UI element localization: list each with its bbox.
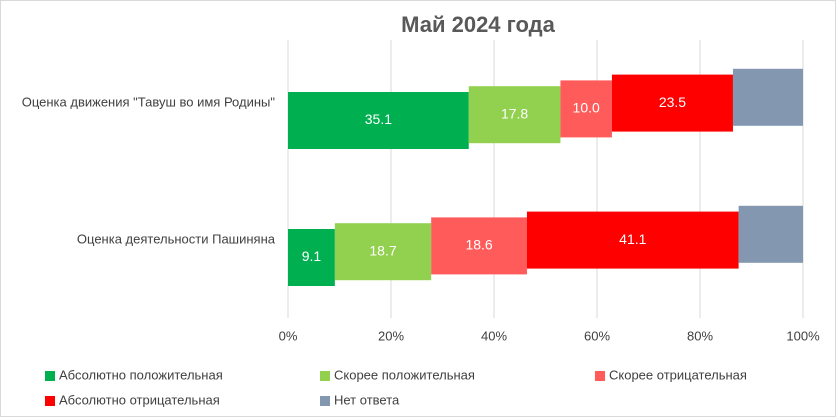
bar-segment (431, 217, 527, 275)
value-label: 9.1 (302, 248, 322, 264)
legend-label: Абсолютно положительная (59, 367, 223, 382)
value-label: 18.6 (465, 237, 492, 253)
value-label: 35.1 (365, 111, 392, 127)
bar-segment (560, 80, 612, 138)
y-tick-label: Оценка движения "Тавуш во имя Родины" (22, 94, 276, 109)
legend-label: Нет ответа (334, 392, 400, 407)
chart-title: Май 2024 года (401, 12, 556, 37)
bar-segment (732, 68, 803, 126)
value-label: 41.1 (619, 231, 646, 247)
value-label: 18.7 (369, 242, 396, 258)
bar-segment (288, 92, 469, 149)
legend-label: Абсолютно отрицательная (59, 392, 220, 407)
y-tick-label: Оценка деятельности Пашиняна (77, 231, 276, 246)
x-tick-label: 80% (687, 328, 713, 343)
legend-swatch (595, 371, 605, 381)
legend-label: Скорее отрицательная (609, 367, 747, 382)
legend-swatch (320, 371, 330, 381)
x-tick-label: 0% (279, 328, 298, 343)
bar-segment (611, 74, 733, 132)
legend-swatch (45, 371, 55, 381)
value-label: 23.5 (659, 94, 686, 110)
x-tick-label: 100% (786, 328, 820, 343)
bar-segment (738, 205, 803, 263)
legend-swatch (45, 396, 55, 406)
bar-segment (334, 223, 432, 281)
x-tick-label: 20% (378, 328, 404, 343)
value-label: 17.8 (501, 105, 528, 121)
value-label: 10.0 (573, 100, 600, 116)
bar-segment (288, 229, 335, 286)
x-tick-label: 60% (584, 328, 610, 343)
legend-swatch (320, 396, 330, 406)
bar-segment (468, 86, 561, 144)
x-tick-label: 40% (481, 328, 507, 343)
bar-segment (526, 211, 739, 269)
legend-label: Скорее положительная (334, 367, 475, 382)
